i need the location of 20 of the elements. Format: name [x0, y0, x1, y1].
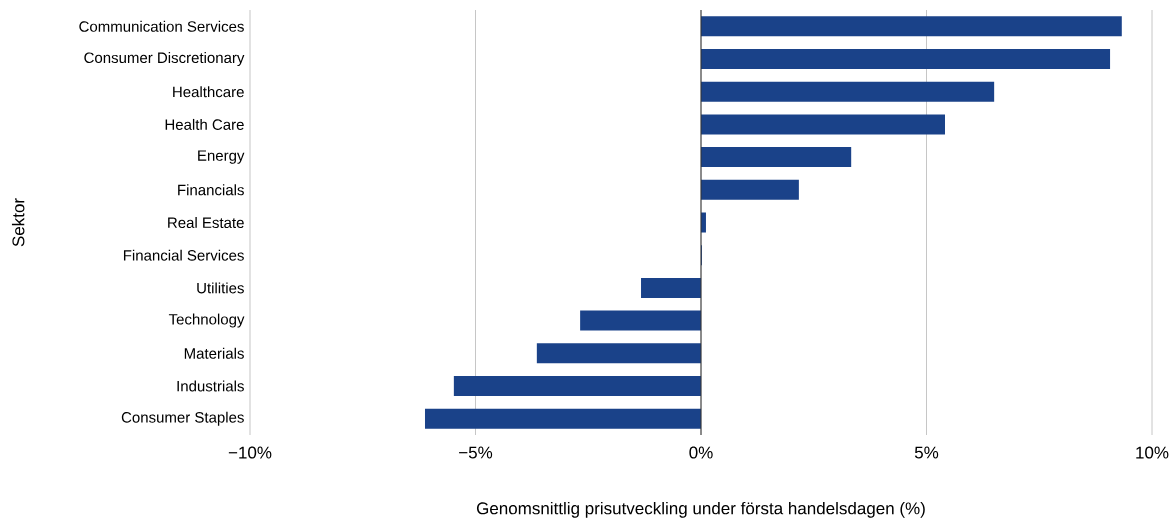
y-tick-label: Utilities: [197, 282, 244, 294]
y-tick-label: Consumer Staples: [121, 411, 244, 426]
y-tick-label: Communication Services: [79, 20, 244, 32]
x-tick-label: −10%: [228, 446, 272, 459]
y-tick-label: Healthcare: [173, 86, 244, 98]
y-tick-label: Materials: [184, 347, 244, 359]
y-axis-title: Sektor: [11, 198, 25, 247]
x-tick-label: 5%: [914, 446, 939, 459]
y-tick-label: Industrials: [177, 380, 244, 392]
x-tick-label: 0%: [689, 446, 713, 459]
y-tick-label: Financial Services: [123, 249, 244, 261]
x-axis-title: Genomsnittlig prisutveckling under första handelsdagen (%): [476, 501, 925, 518]
y-tick-label: Real Estate: [168, 217, 244, 229]
y-tick-label: Financials: [178, 184, 244, 196]
x-tick-label: −5%: [459, 446, 493, 459]
y-tick-label: Consumer Discretionary: [84, 52, 245, 67]
y-tick-label: Energy: [198, 150, 245, 164]
y-tick-label: Health Care: [165, 118, 244, 130]
y-tick-label: Technology: [168, 313, 245, 328]
x-tick-label: 10%: [1136, 446, 1169, 459]
